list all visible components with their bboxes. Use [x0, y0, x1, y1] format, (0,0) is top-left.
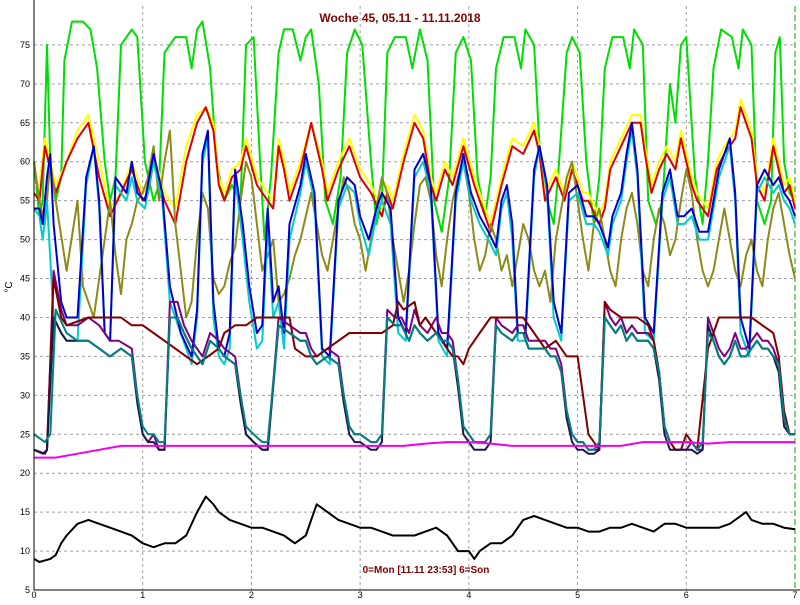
- y-tick-label: 45: [20, 274, 30, 284]
- chart-title: Woche 45, 05.11 - 11.11.2018: [319, 11, 481, 25]
- x-tick-label: 0: [31, 590, 36, 600]
- x-tick-label: 5: [575, 590, 580, 600]
- y-tick-label: 10: [20, 546, 30, 556]
- chart-footer: 0=Mon [11.11 23:53] 6=Son: [363, 565, 490, 576]
- x-tick-label: 3: [358, 590, 363, 600]
- series-line-11: [33, 495, 796, 563]
- y-tick-label: 70: [20, 79, 30, 89]
- y-tick-label: 5: [25, 585, 30, 595]
- series-line-3: [33, 129, 796, 319]
- y-tick-label: 30: [20, 390, 30, 400]
- series-line-0: [33, 20, 796, 241]
- y-tick-label: 20: [20, 468, 30, 478]
- series-group: [33, 20, 796, 563]
- y-tick-label: 50: [20, 235, 30, 245]
- y-tick-label: 15: [20, 507, 30, 517]
- y-tick-label: 25: [20, 429, 30, 439]
- y-tick-label: 65: [20, 118, 30, 128]
- x-tick-label: 1: [140, 590, 145, 600]
- series-line-10: [34, 441, 795, 459]
- y-tick-label: 40: [20, 312, 30, 322]
- y-tick-label: 35: [20, 351, 30, 361]
- x-tick-label: 4: [466, 590, 471, 600]
- y-tick-label: 75: [20, 40, 30, 50]
- series-line-4: [33, 129, 796, 366]
- y-axis-label: °C: [4, 281, 15, 292]
- x-tick-label: 6: [684, 590, 689, 600]
- x-tick-label: 7: [792, 590, 797, 600]
- x-tick-label: 2: [249, 590, 254, 600]
- y-tick-label: 55: [20, 196, 30, 206]
- y-tick-label: 60: [20, 157, 30, 167]
